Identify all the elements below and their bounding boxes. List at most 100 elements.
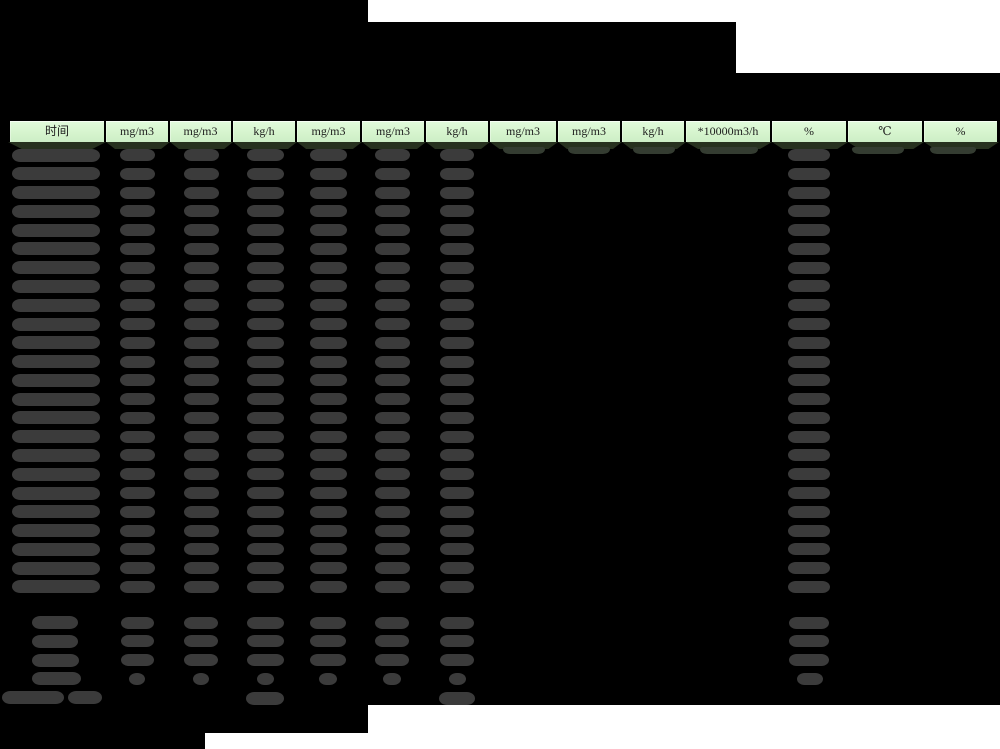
redacted-summary-value [184, 635, 218, 648]
row1-highlight-strip-row [8, 142, 999, 149]
redacted-value [788, 468, 830, 481]
redacted-value [246, 411, 284, 424]
redacted-value [788, 449, 830, 462]
redacted-value [183, 524, 219, 537]
redacted-value [183, 505, 219, 518]
redacted-value [440, 505, 474, 518]
redacted-value [309, 149, 347, 161]
redacted-value [440, 487, 474, 500]
redacted-value [246, 242, 284, 255]
redacted-total-label [68, 691, 102, 704]
redacted-summary-value [440, 635, 474, 648]
redacted-value [309, 224, 347, 237]
redacted-value [183, 318, 219, 331]
redacted-value [309, 318, 347, 331]
redacted-value [309, 468, 347, 481]
redacted-summary-value [246, 616, 284, 629]
header-cell-unit-6[interactable]: kg/h [426, 121, 490, 142]
redacted-summary-value [120, 654, 154, 667]
redacted-summary-value [129, 672, 145, 685]
redacted-total-value [246, 691, 284, 705]
redacted-value [788, 224, 830, 237]
redacted-timestamp [12, 505, 100, 519]
redacted-value [374, 524, 410, 537]
redacted-value [183, 393, 219, 406]
header-cell-unit-8[interactable]: mg/m3 [558, 121, 622, 142]
redacted-value [183, 411, 219, 424]
redacted-value-partial [930, 146, 976, 154]
redacted-value [309, 393, 347, 406]
redacted-value [246, 336, 284, 349]
redacted-value [440, 393, 474, 406]
redacted-value-partial [568, 146, 610, 154]
redacted-value [440, 355, 474, 368]
row1-highlight-remnant [686, 142, 772, 149]
redacted-value [183, 468, 219, 481]
header-cell-unit-10[interactable]: *10000m3/h [686, 121, 772, 142]
redacted-value [788, 205, 830, 218]
redacted-value [246, 468, 284, 481]
redacted-value-partial [852, 146, 904, 154]
redacted-value [374, 149, 410, 161]
header-cell-unit-5[interactable]: mg/m3 [362, 121, 426, 142]
redacted-value-partial [633, 146, 675, 154]
redacted-value [374, 280, 410, 293]
header-cell-unit-12[interactable]: ℃ [848, 121, 924, 142]
redacted-value [788, 261, 830, 274]
header-cell-unit-3[interactable]: kg/h [233, 121, 297, 142]
redacted-value [119, 355, 155, 368]
header-cell-time[interactable]: 时间 [8, 121, 106, 142]
redacted-value [246, 149, 284, 161]
redacted-value-partial [700, 146, 758, 154]
redacted-summary-value [440, 654, 474, 667]
redacted-value [246, 261, 284, 274]
redacted-summary-value [310, 635, 346, 648]
header-cell-unit-1[interactable]: mg/m3 [106, 121, 170, 142]
redacted-value [309, 336, 347, 349]
row1-highlight-remnant [772, 142, 848, 149]
redacted-value [440, 318, 474, 331]
header-cell-unit-7[interactable]: mg/m3 [490, 121, 558, 142]
row1-highlight-remnant [106, 142, 170, 149]
redacted-value [374, 224, 410, 237]
redacted-value [440, 580, 474, 593]
redacted-value [788, 393, 830, 406]
redacted-value [309, 242, 347, 255]
redacted-value [440, 336, 474, 349]
redacted-timestamp [12, 355, 100, 369]
redacted-value [374, 336, 410, 349]
redacted-value [440, 167, 474, 180]
redacted-value [309, 411, 347, 424]
redacted-value [246, 430, 284, 443]
header-cell-unit-2[interactable]: mg/m3 [170, 121, 233, 142]
redacted-value [788, 505, 830, 518]
redacted-value [246, 224, 284, 237]
redacted-timestamp [12, 261, 100, 275]
redacted-value [119, 167, 155, 180]
redacted-value [788, 167, 830, 180]
redacted-value [788, 186, 830, 199]
redacted-value [246, 186, 284, 199]
redacted-value [374, 355, 410, 368]
redacted-timestamp [12, 204, 100, 218]
header-cell-unit-13[interactable]: % [924, 121, 999, 142]
redacted-value [309, 186, 347, 199]
redacted-timestamp [12, 561, 100, 575]
redacted-value [119, 299, 155, 312]
redacted-value [788, 430, 830, 443]
redacted-value [309, 543, 347, 556]
header-cell-unit-9[interactable]: kg/h [622, 121, 686, 142]
header-cell-unit-4[interactable]: mg/m3 [297, 121, 362, 142]
header-cell-unit-11[interactable]: % [772, 121, 848, 142]
redacted-value [119, 393, 155, 406]
redacted-summary-value [310, 616, 346, 629]
redacted-timestamp [12, 298, 100, 312]
redacted-value [374, 167, 410, 180]
redacted-value [440, 299, 474, 312]
redacted-summary-value [789, 635, 829, 648]
redaction-block-title-block-top-left [0, 0, 368, 22]
row1-highlight-remnant [848, 142, 924, 149]
redacted-value [788, 299, 830, 312]
redacted-summary-value [246, 635, 284, 648]
